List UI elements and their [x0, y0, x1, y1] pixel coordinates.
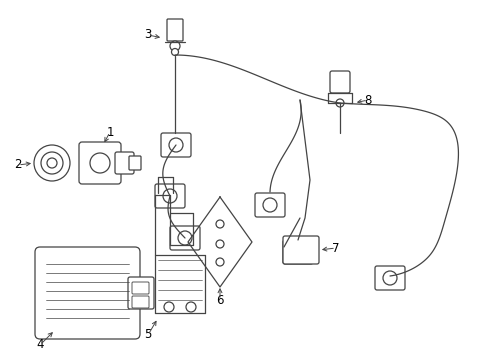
FancyBboxPatch shape: [170, 226, 200, 250]
Circle shape: [170, 41, 180, 51]
Circle shape: [163, 302, 174, 312]
FancyBboxPatch shape: [128, 277, 154, 309]
Text: 5: 5: [144, 328, 151, 342]
FancyBboxPatch shape: [132, 296, 149, 308]
Circle shape: [335, 99, 343, 107]
Circle shape: [290, 245, 305, 259]
FancyBboxPatch shape: [283, 240, 312, 264]
Circle shape: [216, 240, 224, 248]
Circle shape: [41, 152, 63, 174]
Circle shape: [263, 198, 276, 212]
FancyBboxPatch shape: [167, 19, 183, 41]
Circle shape: [185, 302, 196, 312]
Circle shape: [216, 220, 224, 228]
Circle shape: [169, 138, 183, 152]
FancyBboxPatch shape: [155, 184, 184, 208]
FancyBboxPatch shape: [35, 247, 140, 339]
Text: 8: 8: [364, 94, 371, 107]
FancyBboxPatch shape: [254, 193, 285, 217]
Text: 4: 4: [36, 338, 43, 351]
FancyBboxPatch shape: [374, 266, 404, 290]
Circle shape: [382, 271, 396, 285]
FancyBboxPatch shape: [79, 142, 121, 184]
Circle shape: [47, 158, 57, 168]
Circle shape: [216, 258, 224, 266]
Text: 3: 3: [144, 28, 151, 41]
FancyBboxPatch shape: [129, 156, 141, 170]
Text: 7: 7: [331, 242, 339, 255]
FancyBboxPatch shape: [161, 133, 191, 157]
Text: 1: 1: [106, 126, 114, 139]
Circle shape: [90, 153, 110, 173]
Text: 2: 2: [14, 158, 21, 171]
Circle shape: [163, 189, 177, 203]
FancyBboxPatch shape: [132, 282, 149, 294]
Circle shape: [34, 145, 70, 181]
FancyBboxPatch shape: [115, 152, 134, 174]
Circle shape: [178, 231, 192, 245]
Circle shape: [171, 49, 178, 55]
FancyBboxPatch shape: [283, 236, 318, 264]
FancyBboxPatch shape: [329, 71, 349, 93]
Text: 6: 6: [216, 293, 224, 306]
